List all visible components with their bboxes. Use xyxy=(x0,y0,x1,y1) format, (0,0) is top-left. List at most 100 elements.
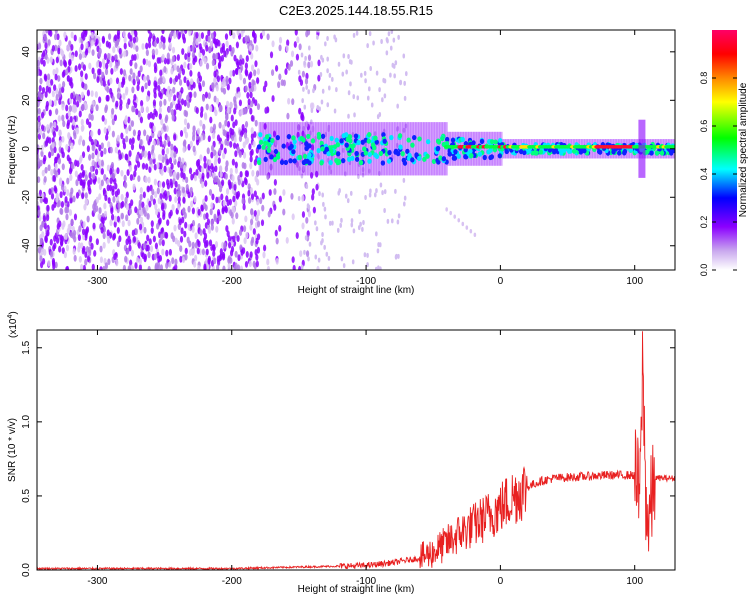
noise-cell xyxy=(170,67,174,75)
noise-cell xyxy=(268,189,272,196)
noise-cell xyxy=(274,229,278,237)
x-tick-label: -300 xyxy=(87,576,107,587)
noise-cell xyxy=(84,192,88,200)
signal-cell xyxy=(410,142,415,148)
noise-cell xyxy=(338,188,341,194)
noise-cell xyxy=(88,121,92,129)
noise-cell xyxy=(299,250,303,257)
noise-cell xyxy=(183,61,187,69)
noise-cell xyxy=(273,178,277,186)
signal-cell xyxy=(628,147,634,153)
noise-cell xyxy=(200,166,205,174)
noise-cell xyxy=(51,204,55,211)
noise-cell xyxy=(148,135,153,143)
signal-halo xyxy=(423,122,426,176)
noise-cell xyxy=(40,150,44,158)
noise-cell xyxy=(364,142,367,148)
signal-cell xyxy=(273,148,279,155)
noise-cell xyxy=(250,148,254,156)
noise-cell xyxy=(473,232,477,238)
noise-cell xyxy=(61,114,65,122)
noise-cell xyxy=(166,158,170,166)
y-tick-label: 1.0 xyxy=(21,414,32,428)
noise-cell xyxy=(98,159,102,166)
noise-cell xyxy=(222,200,226,207)
noise-cell xyxy=(50,149,55,157)
noise-cell xyxy=(186,122,190,130)
noise-cell xyxy=(399,79,403,85)
noise-cell xyxy=(42,50,46,58)
noise-cell xyxy=(89,165,94,173)
noise-cell xyxy=(152,152,156,160)
noise-cell xyxy=(100,159,104,167)
noise-cell xyxy=(106,229,110,237)
noise-cell xyxy=(211,132,216,140)
noise-cell xyxy=(111,95,115,103)
noise-cell xyxy=(250,208,254,216)
signal-halo xyxy=(402,122,405,176)
noise-cell xyxy=(183,164,187,172)
noise-cell xyxy=(193,260,197,268)
noise-cell xyxy=(84,48,89,56)
noise-cell xyxy=(295,161,300,168)
noise-cell xyxy=(87,180,91,187)
noise-cell xyxy=(234,167,239,174)
noise-cell xyxy=(61,151,65,159)
noise-cell xyxy=(244,170,248,177)
noise-cell xyxy=(404,71,408,77)
noise-cell xyxy=(321,232,324,238)
noise-cell xyxy=(184,131,189,139)
noise-cell xyxy=(249,107,253,115)
spectrogram-heatmap xyxy=(37,30,675,270)
noise-cell xyxy=(129,174,134,181)
noise-cell xyxy=(348,59,352,65)
signal-cell xyxy=(316,131,322,138)
signal-cell xyxy=(380,160,386,166)
signal-cell xyxy=(310,138,316,144)
noise-cell xyxy=(266,258,270,266)
noise-cell xyxy=(166,190,170,198)
noise-cell xyxy=(329,169,333,175)
noise-cell xyxy=(126,247,130,255)
y-tick-label: 1.5 xyxy=(21,340,32,354)
noise-cell xyxy=(140,105,144,113)
noise-cell xyxy=(248,260,252,268)
noise-cell xyxy=(99,245,103,253)
noise-cell xyxy=(158,180,162,188)
noise-cell xyxy=(169,77,173,85)
noise-cell xyxy=(42,157,46,165)
noise-cell xyxy=(78,96,82,103)
noise-cell xyxy=(223,242,227,249)
signal-halo xyxy=(468,131,471,166)
noise-cell xyxy=(40,248,45,256)
noise-cell xyxy=(57,115,61,122)
noise-cell xyxy=(203,213,207,221)
noise-cell xyxy=(114,146,118,154)
noise-cell xyxy=(229,140,233,148)
noise-cell xyxy=(182,207,186,215)
noise-cell xyxy=(336,227,340,233)
noise-cell xyxy=(43,222,47,230)
noise-cell xyxy=(256,220,261,228)
noise-cell xyxy=(127,219,131,227)
noise-cell xyxy=(57,47,61,55)
signal-cell xyxy=(417,136,422,142)
noise-cell xyxy=(226,106,230,114)
noise-cell xyxy=(191,248,195,256)
noise-cell xyxy=(137,241,141,249)
noise-cell xyxy=(275,257,279,265)
noise-cell xyxy=(43,33,47,41)
noise-cell xyxy=(84,30,88,38)
noise-cell xyxy=(113,114,118,122)
signal-cell xyxy=(353,133,359,139)
noise-cell xyxy=(132,72,136,80)
noise-cell xyxy=(173,134,177,141)
noise-cell xyxy=(55,67,59,75)
noise-cell xyxy=(81,139,86,147)
signal-halo xyxy=(455,131,458,166)
signal-cell xyxy=(381,132,386,138)
noise-cell xyxy=(201,172,205,180)
noise-cell xyxy=(102,232,106,240)
noise-cell xyxy=(116,32,120,40)
noise-cell xyxy=(77,63,82,71)
